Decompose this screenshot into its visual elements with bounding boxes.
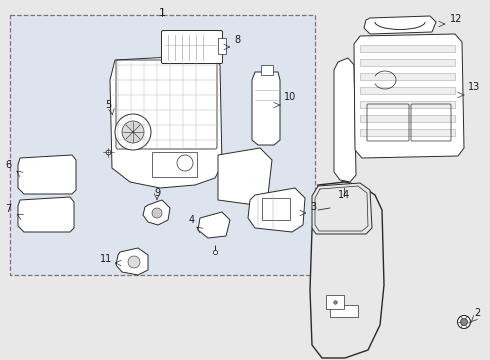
Bar — [360, 59, 455, 66]
Polygon shape — [364, 16, 436, 34]
Bar — [152, 152, 197, 177]
Bar — [262, 198, 290, 220]
Polygon shape — [198, 212, 230, 238]
Bar — [10, 15, 315, 275]
Text: 3: 3 — [310, 202, 316, 212]
Circle shape — [152, 208, 162, 218]
Bar — [261, 65, 273, 75]
Polygon shape — [110, 55, 222, 188]
Text: 2: 2 — [474, 308, 480, 318]
Polygon shape — [18, 155, 76, 194]
Circle shape — [115, 114, 151, 150]
Text: 1: 1 — [158, 8, 166, 18]
Bar — [360, 129, 455, 136]
Text: 6: 6 — [5, 160, 11, 170]
Polygon shape — [218, 148, 272, 205]
Polygon shape — [143, 200, 170, 225]
Text: 13: 13 — [468, 82, 480, 92]
Bar — [360, 115, 455, 122]
Text: 4: 4 — [189, 215, 195, 225]
Polygon shape — [312, 183, 372, 234]
Text: 12: 12 — [450, 14, 463, 24]
Bar — [330, 305, 358, 317]
Bar — [360, 73, 455, 80]
Circle shape — [458, 315, 470, 328]
Circle shape — [122, 121, 144, 143]
Circle shape — [128, 256, 140, 268]
Bar — [360, 101, 455, 108]
Circle shape — [340, 181, 348, 189]
Text: 9: 9 — [154, 188, 160, 198]
Text: 7: 7 — [5, 204, 11, 214]
Polygon shape — [310, 182, 384, 358]
Bar — [360, 45, 455, 52]
Circle shape — [461, 319, 467, 325]
Bar — [326, 295, 344, 309]
Bar — [360, 87, 455, 94]
Polygon shape — [18, 197, 74, 232]
Text: 10: 10 — [284, 92, 296, 102]
Polygon shape — [252, 72, 280, 145]
Polygon shape — [334, 58, 356, 182]
Text: 11: 11 — [100, 254, 112, 264]
Polygon shape — [354, 34, 464, 158]
Text: 8: 8 — [234, 35, 240, 45]
Polygon shape — [116, 248, 148, 275]
Polygon shape — [248, 188, 305, 232]
Text: 5: 5 — [105, 100, 111, 110]
Text: 14: 14 — [338, 190, 350, 200]
FancyBboxPatch shape — [162, 31, 222, 63]
Bar — [218, 38, 226, 54]
